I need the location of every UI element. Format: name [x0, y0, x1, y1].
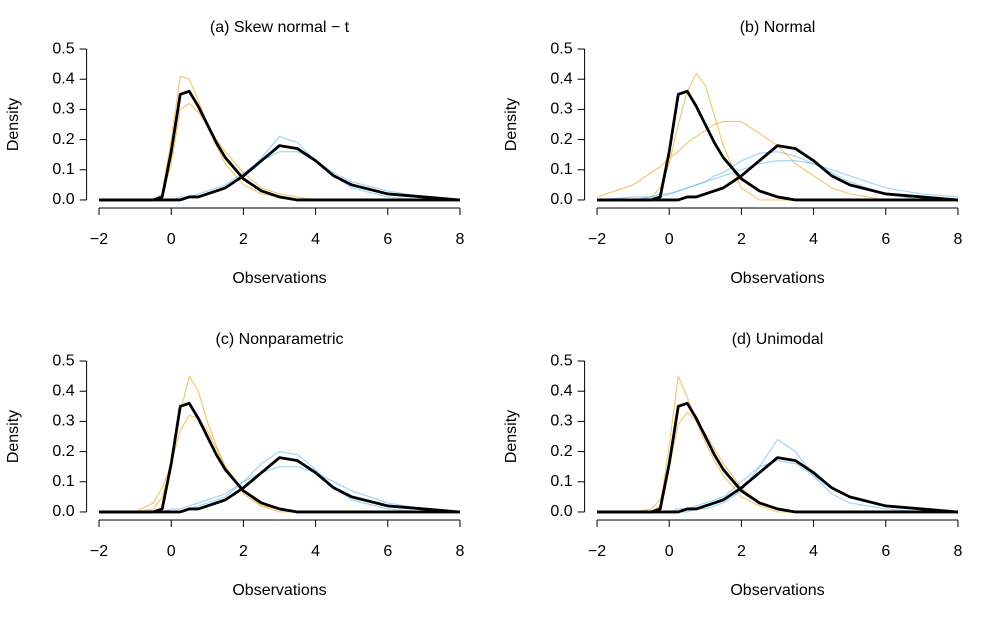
x-tick-label: −2	[90, 231, 108, 248]
x-tick-label: 8	[456, 231, 465, 248]
density-curve	[99, 144, 461, 202]
y-axis-label: Density	[5, 410, 22, 463]
y-tick-label: 0.0	[550, 191, 572, 208]
density-curve	[99, 75, 460, 201]
x-tick-label: 6	[383, 543, 392, 560]
x-tick-label: 6	[881, 543, 890, 560]
chart-title: (d) Unimodal	[732, 331, 824, 348]
y-tick-label: 0.3	[52, 413, 74, 430]
x-tick-label: −2	[90, 543, 108, 560]
y-axis-label: Density	[503, 98, 520, 151]
y-tick-label: 0.0	[550, 503, 572, 520]
chart-title: (c) Nonparametric	[215, 331, 343, 348]
chart-title: (a) Skew normal − t	[210, 19, 350, 36]
x-tick-label: −2	[588, 543, 606, 560]
density-curve	[597, 411, 958, 513]
density-curve	[596, 120, 958, 201]
y-tick-label: 0.1	[550, 161, 572, 178]
density-curve	[99, 401, 460, 514]
x-tick-label: 0	[167, 543, 176, 560]
x-tick-label: 6	[881, 231, 890, 248]
y-tick-label: 0.5	[550, 40, 572, 57]
x-tick-label: −2	[588, 231, 606, 248]
x-tick-label: 2	[239, 543, 248, 560]
y-tick-label: 0.4	[550, 382, 572, 399]
density-curve	[597, 401, 958, 514]
x-axis-label: Observations	[232, 270, 326, 287]
y-tick-label: 0.3	[550, 101, 572, 118]
x-axis-label: Observations	[730, 582, 824, 599]
x-tick-label: 0	[665, 543, 674, 560]
y-tick-label: 0.5	[52, 40, 74, 57]
y-tick-label: 0.4	[52, 70, 74, 87]
density-curve	[99, 375, 460, 513]
density-curve	[597, 151, 958, 201]
density-curve	[597, 456, 959, 514]
x-tick-label: 0	[665, 231, 674, 248]
x-tick-label: 2	[737, 231, 746, 248]
y-tick-label: 0.2	[550, 443, 572, 460]
x-tick-label: 2	[239, 231, 248, 248]
x-tick-label: 8	[954, 231, 963, 248]
x-tick-label: 4	[809, 231, 818, 248]
density-curve	[99, 456, 461, 514]
x-tick-label: 0	[167, 231, 176, 248]
density-curve	[99, 151, 461, 201]
density-curve	[99, 414, 460, 513]
density-curve	[597, 438, 958, 513]
x-tick-label: 4	[311, 231, 320, 248]
x-tick-label: 2	[737, 543, 746, 560]
y-tick-label: 0.3	[52, 101, 74, 118]
x-axis-label: Observations	[730, 270, 824, 287]
x-tick-label: 4	[311, 543, 320, 560]
density-curve	[99, 466, 461, 513]
y-tick-label: 0.1	[52, 161, 74, 178]
density-curve	[99, 89, 460, 202]
density-curve	[597, 460, 959, 513]
y-tick-label: 0.3	[550, 413, 572, 430]
y-axis-label: Density	[5, 98, 22, 151]
y-tick-label: 0.2	[52, 443, 74, 460]
y-tick-label: 0.2	[550, 131, 572, 148]
density-curve	[597, 144, 959, 202]
density-curve	[597, 89, 958, 202]
x-tick-label: 8	[954, 543, 963, 560]
y-axis-label: Density	[503, 410, 520, 463]
chart-title: (b) Normal	[740, 19, 816, 36]
y-tick-label: 0.4	[52, 382, 74, 399]
y-tick-label: 0.1	[550, 473, 572, 490]
x-tick-label: 8	[456, 543, 465, 560]
y-tick-label: 0.5	[550, 352, 572, 369]
density-curve	[597, 72, 958, 201]
y-tick-label: 0.0	[52, 191, 74, 208]
y-tick-label: 0.5	[52, 352, 74, 369]
y-tick-label: 0.4	[550, 70, 572, 87]
x-tick-label: 6	[383, 231, 392, 248]
y-tick-label: 0.2	[52, 131, 74, 148]
x-axis-label: Observations	[232, 582, 326, 599]
x-tick-label: 4	[809, 543, 818, 560]
y-tick-label: 0.0	[52, 503, 74, 520]
y-tick-label: 0.1	[52, 473, 74, 490]
density-curve	[596, 160, 959, 201]
density-curve	[597, 375, 958, 513]
